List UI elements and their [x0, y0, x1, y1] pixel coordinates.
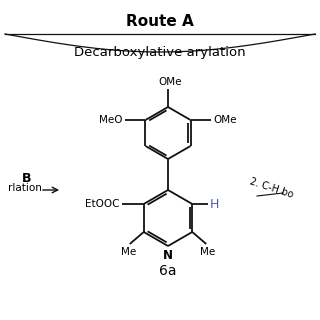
Text: Route A: Route A: [126, 14, 194, 29]
Text: OMe: OMe: [213, 115, 237, 125]
Text: MeO: MeO: [99, 115, 123, 125]
Text: Me: Me: [121, 247, 136, 257]
Text: OMe: OMe: [158, 77, 182, 87]
Text: EtOOC: EtOOC: [85, 199, 120, 209]
Text: 6a: 6a: [159, 264, 177, 278]
Text: Me: Me: [200, 247, 215, 257]
Text: 2. C-H bo: 2. C-H bo: [248, 176, 294, 200]
Text: N: N: [163, 249, 173, 262]
Text: H: H: [210, 197, 220, 211]
Text: B: B: [22, 172, 31, 185]
Text: Decarboxylative arylation: Decarboxylative arylation: [74, 46, 246, 59]
Text: rlation: rlation: [8, 183, 42, 193]
